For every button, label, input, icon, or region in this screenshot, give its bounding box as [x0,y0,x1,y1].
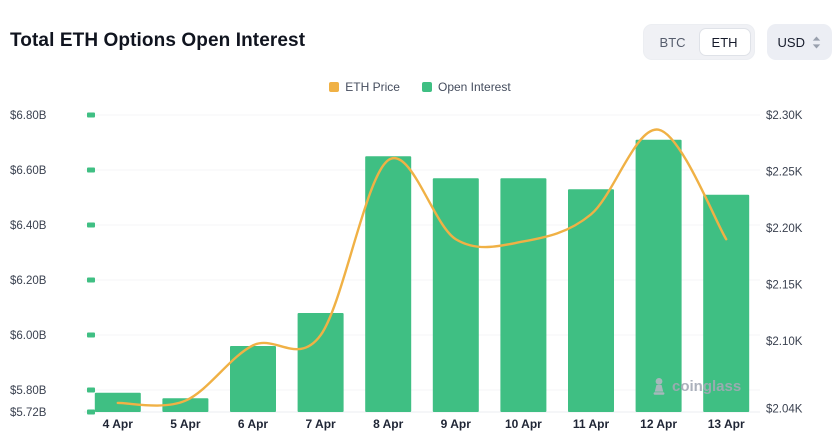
left-axis-label: $6.00B [10,330,47,342]
left-axis-tick [87,409,95,415]
left-axis-tick [87,387,95,393]
x-axis-label: 10 Apr [505,417,542,431]
legend-item-eth-price[interactable]: ETH Price [329,80,400,94]
header-controls: BTC ETH USD [642,24,832,60]
chart[interactable]: $6.80B $6.60B $6.40B $6.20B $6.00B $5.80B $5.7… [0,100,840,439]
left-axis-tick [87,222,95,228]
open-interest-bar[interactable] [635,139,682,412]
right-axis-label: $2.20K [766,223,803,235]
right-axis-label: $2.25K [766,166,803,178]
left-axis-label: $6.80B [10,110,47,122]
right-axis-label: $2.15K [766,279,803,291]
left-axis-tick [87,332,95,338]
legend-label-open-interest: Open Interest [437,80,511,94]
left-axis-tick [87,167,95,173]
right-axis-label: $2.04K [766,404,803,416]
right-axis-label: $2.30K [766,110,803,122]
currency-dropdown[interactable]: USD [766,24,832,60]
page-title: Total ETH Options Open Interest [10,30,306,51]
eth-price-line [116,128,728,407]
left-axis-label: $5.80B [10,385,47,397]
chart-legend: ETH Price Open Interest [0,80,840,94]
open-interest-bar[interactable] [297,313,344,412]
left-axis-label: $5.72B [10,407,47,419]
sort-arrows-icon [812,36,821,48]
x-axis-label: 12 Apr [640,417,677,431]
x-axis-label: 9 Apr [441,417,472,431]
left-axis-label: $6.20B [10,275,47,287]
x-axis-label: 5 Apr [170,417,201,431]
left-axis-tick [87,112,95,118]
left-axis-tick [87,277,95,283]
open-interest-bar[interactable] [230,346,276,412]
x-axis-label: 13 Apr [708,417,745,431]
open-interest-bar[interactable] [162,398,209,412]
right-axis-label: $2.10K [766,336,803,348]
open-interest-bar[interactable] [703,194,750,412]
eth-price-swatch [329,82,340,92]
open-interest-bar[interactable] [365,156,412,412]
open-interest-bar[interactable] [568,189,614,412]
x-axis-label: 11 Apr [573,417,610,431]
x-axis-label: 7 Apr [305,417,336,431]
currency-dropdown-label: USD [777,34,805,50]
coin-toggle: BTC ETH [642,24,755,60]
left-axis-label: $6.60B [10,165,47,177]
open-interest-swatch [421,82,432,92]
x-axis-label: 4 Apr [103,417,134,431]
open-interest-bar[interactable] [500,178,547,412]
x-axis-label: 6 Apr [238,417,269,431]
legend-item-open-interest[interactable]: Open Interest [421,80,511,94]
left-axis-label: $6.40B [10,220,47,232]
eth-toggle-button[interactable]: ETH [698,28,751,56]
x-axis-label: 8 Apr [373,417,404,431]
btc-toggle-button[interactable]: BTC [647,28,699,56]
open-interest-bar[interactable] [432,178,479,412]
legend-label-eth-price: ETH Price [345,80,400,94]
